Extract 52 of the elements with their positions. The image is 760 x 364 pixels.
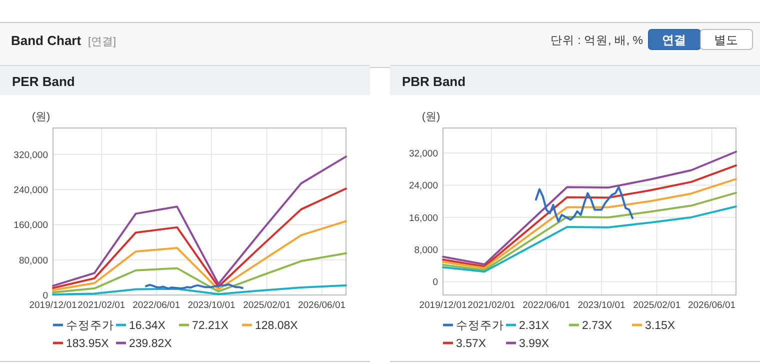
line-series xyxy=(52,188,347,289)
legend-label: 3.57X xyxy=(456,338,486,350)
text: 별도 xyxy=(714,33,738,47)
chart-title: PBR Band xyxy=(402,74,466,89)
y-tick-label: 24,000 xyxy=(408,180,438,192)
x-tick-label: 2022/06/01 xyxy=(522,300,570,311)
y-tick-label: 320,000 xyxy=(14,150,48,161)
x-tick-label: 2023/10/01 xyxy=(578,300,626,311)
x-tick-label: 2019/12/01 xyxy=(29,300,77,311)
y-axis-title: (원) xyxy=(422,111,440,123)
legend-label: 2.73X xyxy=(582,320,612,332)
line-series xyxy=(52,156,347,287)
x-tick-label: 2022/06/01 xyxy=(132,300,180,311)
text: [연결] xyxy=(88,36,116,48)
line-series xyxy=(52,220,347,292)
line-series xyxy=(442,178,737,270)
legend-label: 16.34X xyxy=(129,320,166,332)
y-axis-title: (원) xyxy=(32,111,50,123)
y-tick-label: 240,000 xyxy=(14,185,48,196)
legend-label: 128.08X xyxy=(255,320,298,332)
chart-title: PER Band xyxy=(12,74,75,89)
x-tick-label: 2021/02/01 xyxy=(468,300,516,311)
line-series xyxy=(534,186,634,222)
text: Band Chart xyxy=(11,33,82,48)
x-tick-label: 2021/02/01 xyxy=(78,300,126,311)
y-tick-label: 16,000 xyxy=(408,212,438,224)
line-series xyxy=(442,192,737,272)
x-tick-label: 2025/02/01 xyxy=(243,300,291,311)
legend-label: 3.99X xyxy=(519,338,550,350)
x-tick-label: 2019/12/01 xyxy=(419,300,467,311)
x-tick-label: 2026/06/01 xyxy=(688,300,736,311)
y-tick-label: 80,000 xyxy=(18,255,48,266)
line-series xyxy=(442,205,737,273)
y-tick-label: 0 xyxy=(42,290,48,302)
y-tick-label: 8,000 xyxy=(414,245,438,256)
legend-label: 수정주가 xyxy=(456,320,504,332)
text: 연결 xyxy=(662,33,686,47)
y-tick-label: 0 xyxy=(432,277,438,288)
legend-label: 72.21X xyxy=(192,320,229,332)
legend-label: 2.31X xyxy=(519,320,550,332)
text: 단위 : 억원, 배, % xyxy=(550,35,643,47)
legend-label: 3.15X xyxy=(645,320,676,332)
y-tick-label: 32,000 xyxy=(408,148,438,160)
legend-label: 183.95X xyxy=(66,338,110,350)
line-series xyxy=(52,252,347,294)
y-tick-label: 160,000 xyxy=(14,220,48,232)
x-tick-label: 2026/06/01 xyxy=(298,300,346,311)
x-tick-label: 2025/02/01 xyxy=(633,300,681,311)
legend-label: 239.82X xyxy=(129,338,172,350)
line-series xyxy=(52,284,347,296)
legend-label: 수정주가 xyxy=(66,320,114,332)
x-tick-label: 2023/10/01 xyxy=(188,300,236,311)
